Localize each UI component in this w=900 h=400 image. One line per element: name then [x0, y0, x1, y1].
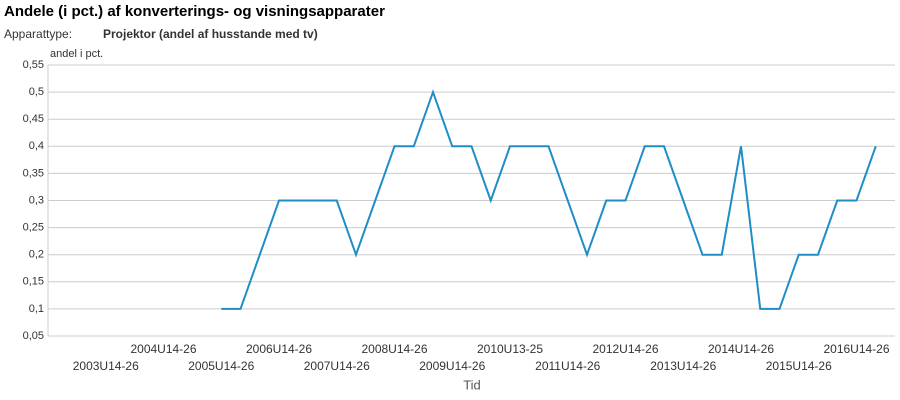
y-tick-label: 0,35 — [23, 167, 44, 179]
y-tick-label: 0,05 — [23, 330, 44, 342]
y-tick-label: 0,5 — [29, 86, 44, 98]
filter-value: Projektor (andel af husstande med tv) — [103, 27, 318, 41]
y-tick-label: 0,15 — [23, 276, 44, 288]
x-tick-label: 2006U14-26 — [246, 342, 312, 356]
y-tick-label: 0,25 — [23, 222, 44, 234]
y-tick-label: 0,4 — [29, 140, 44, 152]
y-axis-label: andel i pct. — [50, 48, 103, 60]
x-tick-label: 2010U13-25 — [477, 342, 543, 356]
x-tick-label: 2013U14-26 — [650, 359, 716, 373]
filter-label: Apparattype: — [4, 27, 72, 41]
x-tick-label: 2004U14-26 — [130, 342, 196, 356]
x-tick-label: 2007U14-26 — [304, 359, 370, 373]
x-tick-label: 2008U14-26 — [361, 342, 427, 356]
y-tick-label: 0,55 — [23, 59, 44, 71]
x-tick-label: 2005U14-26 — [188, 359, 254, 373]
y-tick-label: 0,45 — [23, 113, 44, 125]
x-tick-label: 2003U14-26 — [73, 359, 139, 373]
x-tick-label: 2012U14-26 — [592, 342, 658, 356]
x-tick-label: 2009U14-26 — [419, 359, 485, 373]
chart-title: Andele (i pct.) af konverterings- og vis… — [4, 3, 385, 20]
y-tick-label: 0,2 — [29, 249, 44, 261]
x-tick-label: 2014U14-26 — [708, 342, 774, 356]
x-tick-label: 2016U14-26 — [823, 342, 889, 356]
data-line — [221, 89, 877, 310]
y-tick-label: 0,1 — [29, 303, 44, 315]
y-tick-label: 0,3 — [29, 194, 44, 206]
x-tick-label: 2015U14-26 — [766, 359, 832, 373]
x-tick-label: 2011U14-26 — [535, 359, 600, 373]
x-axis-label: Tid — [463, 377, 481, 392]
